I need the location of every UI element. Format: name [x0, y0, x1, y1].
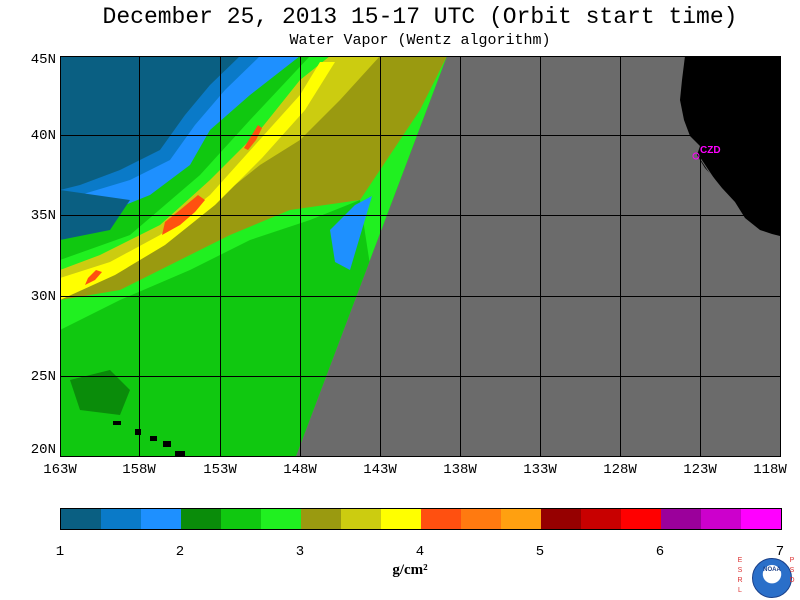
- lon-label: 153W: [203, 462, 237, 478]
- wv-band-orange-3: [85, 270, 102, 285]
- colorbar-swatch: [621, 509, 661, 529]
- colorbar-swatch: [341, 509, 381, 529]
- colorbar-tick-label: 4: [415, 544, 425, 560]
- logo-letters-right: P S D: [788, 556, 796, 586]
- lat-label: 25N: [30, 369, 56, 385]
- colorbar-swatch: [581, 509, 621, 529]
- logo-letter: S: [737, 567, 743, 574]
- logo-letter: P: [789, 557, 795, 564]
- station-marker: [692, 152, 700, 160]
- colorbar-swatch: [261, 509, 301, 529]
- colorbar-swatch: [101, 509, 141, 529]
- land-california: [680, 56, 780, 236]
- wv-band-orange-2: [244, 125, 262, 150]
- colorbar-swatch: [461, 509, 501, 529]
- lon-label: 148W: [283, 462, 317, 478]
- colorbar-swatch: [381, 509, 421, 529]
- lat-label: 45N: [30, 52, 56, 68]
- colorbar-swatch: [741, 509, 781, 529]
- noaa-text: NOAA: [763, 567, 781, 573]
- colorbar-swatch: [501, 509, 541, 529]
- lon-label: 133W: [523, 462, 557, 478]
- lat-label: 40N: [30, 128, 56, 144]
- colorbar-swatch: [181, 509, 221, 529]
- colorbar-swatch: [61, 509, 101, 529]
- colorbar-tick-label: 6: [655, 544, 665, 560]
- wv-band-blue-pocket: [330, 196, 372, 270]
- logo-letter: E: [737, 557, 743, 564]
- page-title: December 25, 2013 15-17 UTC (Orbit start…: [102, 4, 738, 30]
- colorbar-swatch: [701, 509, 741, 529]
- lon-label: 138W: [443, 462, 477, 478]
- lat-label: 30N: [30, 289, 56, 305]
- wv-band-dark-green: [70, 370, 130, 415]
- colorbar-tick-label: 2: [175, 544, 185, 560]
- lon-label: 158W: [122, 462, 156, 478]
- logo-letters-left: E S R L: [736, 556, 744, 596]
- colorbar-swatch: [221, 509, 261, 529]
- esrl-psd-noaa-logo: E S R L NOAA P S D: [732, 556, 796, 598]
- logo-letter: L: [738, 587, 742, 594]
- station-label-czd: CZD: [700, 145, 721, 156]
- colorbar-swatch: [541, 509, 581, 529]
- california-coastline-detail: [699, 157, 717, 183]
- colorbar-tick-label: 1: [55, 544, 65, 560]
- noaa-emblem: NOAA: [752, 558, 792, 598]
- colorbar-units: g/cm²: [392, 562, 428, 578]
- page-subtitle: Water Vapor (Wentz algorithm): [289, 32, 551, 49]
- logo-letter: D: [789, 577, 795, 584]
- colorbar-swatch: [421, 509, 461, 529]
- colorbar-swatch: [661, 509, 701, 529]
- map-frame: [60, 56, 781, 457]
- lon-label: 163W: [43, 462, 77, 478]
- colorbar: [60, 508, 782, 530]
- wv-band-yellow: [60, 62, 335, 300]
- wv-band-dark-blue: [60, 56, 240, 190]
- lat-label: 35N: [30, 208, 56, 224]
- logo-letter: S: [789, 567, 795, 574]
- colorbar-swatch: [141, 509, 181, 529]
- lon-label: 118W: [753, 462, 787, 478]
- colorbar-tick-label: 3: [295, 544, 305, 560]
- colorbar-swatch: [301, 509, 341, 529]
- lon-label: 128W: [603, 462, 637, 478]
- colorbar-tick-label: 5: [535, 544, 545, 560]
- lat-label: 20N: [30, 442, 56, 458]
- lon-label: 123W: [683, 462, 717, 478]
- graticule: [60, 56, 780, 456]
- logo-letter: R: [737, 577, 743, 584]
- lon-label: 143W: [363, 462, 397, 478]
- colorbar-tick-label: 7: [775, 544, 785, 560]
- hawaiian-islands: [113, 421, 185, 456]
